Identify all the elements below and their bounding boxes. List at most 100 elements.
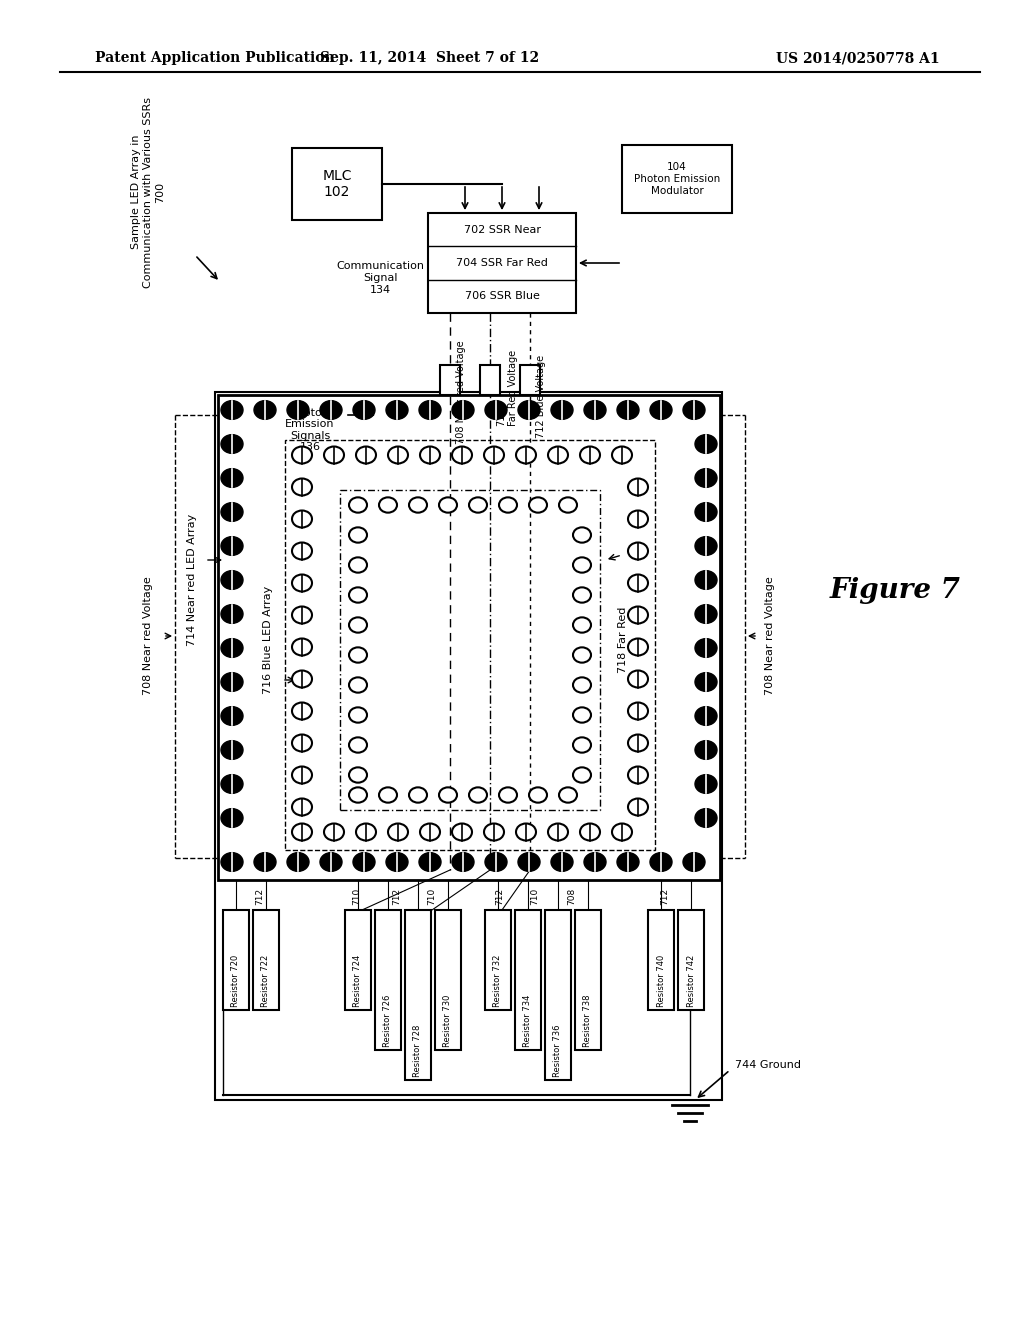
Bar (345, 909, 371, 1010)
Ellipse shape (292, 639, 312, 656)
Ellipse shape (292, 479, 312, 495)
Text: 708 Near red Voltage: 708 Near red Voltage (456, 341, 466, 444)
Bar (218, 395, 720, 880)
Ellipse shape (254, 853, 276, 871)
Ellipse shape (221, 570, 243, 589)
Ellipse shape (518, 401, 540, 420)
Ellipse shape (573, 647, 591, 663)
Ellipse shape (628, 734, 648, 751)
Bar (406, 909, 431, 1080)
Ellipse shape (292, 606, 312, 623)
Ellipse shape (650, 853, 672, 871)
Text: 710
Far Red Voltage: 710 Far Red Voltage (496, 350, 517, 426)
Ellipse shape (349, 767, 367, 783)
Ellipse shape (388, 824, 408, 841)
Ellipse shape (292, 799, 312, 816)
Ellipse shape (349, 618, 367, 632)
Ellipse shape (292, 446, 312, 463)
Ellipse shape (324, 446, 344, 463)
Text: 708 Near red Voltage: 708 Near red Voltage (765, 577, 775, 696)
Text: US 2014/0250778 A1: US 2014/0250778 A1 (776, 51, 940, 65)
Bar (340, 490, 600, 810)
Ellipse shape (516, 824, 536, 841)
Ellipse shape (221, 639, 243, 657)
Text: 704 SSR Far Red: 704 SSR Far Red (456, 257, 548, 268)
Ellipse shape (485, 853, 507, 871)
Ellipse shape (695, 605, 717, 623)
Ellipse shape (292, 511, 312, 528)
Ellipse shape (695, 809, 717, 828)
Ellipse shape (617, 853, 639, 871)
Text: 714 Near red LED Array: 714 Near red LED Array (187, 513, 197, 645)
Bar (575, 909, 601, 1049)
Ellipse shape (388, 446, 408, 463)
Ellipse shape (584, 401, 606, 420)
Ellipse shape (221, 537, 243, 556)
Ellipse shape (353, 853, 375, 871)
Text: Resistor 736: Resistor 736 (554, 1024, 562, 1077)
Ellipse shape (573, 528, 591, 543)
Ellipse shape (221, 673, 243, 692)
Ellipse shape (221, 605, 243, 623)
Ellipse shape (292, 543, 312, 560)
Ellipse shape (221, 775, 243, 793)
Ellipse shape (695, 706, 717, 726)
Ellipse shape (349, 708, 367, 722)
Ellipse shape (292, 702, 312, 719)
Ellipse shape (349, 677, 367, 693)
Ellipse shape (221, 469, 243, 487)
Ellipse shape (683, 401, 705, 420)
Ellipse shape (580, 824, 600, 841)
Ellipse shape (628, 799, 648, 816)
Text: Resistor 724: Resistor 724 (353, 954, 362, 1007)
Ellipse shape (254, 401, 276, 420)
Ellipse shape (452, 824, 472, 841)
Text: Resistor 726: Resistor 726 (384, 995, 392, 1047)
Ellipse shape (612, 824, 632, 841)
Ellipse shape (409, 498, 427, 512)
Bar (678, 909, 705, 1010)
Ellipse shape (628, 671, 648, 688)
Ellipse shape (469, 498, 487, 512)
Ellipse shape (628, 479, 648, 495)
Ellipse shape (349, 587, 367, 603)
Ellipse shape (484, 824, 504, 841)
Ellipse shape (379, 787, 397, 803)
Ellipse shape (319, 401, 342, 420)
Ellipse shape (695, 673, 717, 692)
Ellipse shape (221, 809, 243, 828)
Text: 712: 712 (256, 888, 264, 906)
Ellipse shape (628, 639, 648, 656)
Ellipse shape (580, 446, 600, 463)
Ellipse shape (349, 528, 367, 543)
Ellipse shape (420, 446, 440, 463)
Ellipse shape (499, 498, 517, 512)
Ellipse shape (628, 606, 648, 623)
Text: 712 Blue Voltage: 712 Blue Voltage (536, 355, 546, 438)
Ellipse shape (559, 787, 577, 803)
Ellipse shape (292, 671, 312, 688)
Ellipse shape (420, 824, 440, 841)
Text: 104
Photon Emission
Modulator: 104 Photon Emission Modulator (634, 162, 720, 195)
Ellipse shape (529, 787, 547, 803)
Ellipse shape (356, 824, 376, 841)
Text: 718 Far Red: 718 Far Red (618, 607, 628, 673)
Ellipse shape (292, 734, 312, 751)
Ellipse shape (573, 618, 591, 632)
Bar (622, 145, 732, 213)
Ellipse shape (287, 401, 309, 420)
Text: 744 Ground: 744 Ground (735, 1060, 801, 1071)
Text: 712: 712 (660, 888, 670, 906)
Bar (428, 213, 575, 313)
Ellipse shape (419, 401, 441, 420)
Ellipse shape (695, 434, 717, 453)
Ellipse shape (221, 401, 243, 420)
Ellipse shape (559, 498, 577, 512)
Text: 710: 710 (530, 888, 540, 906)
Ellipse shape (349, 498, 367, 512)
Text: Resistor 730: Resistor 730 (443, 995, 453, 1047)
Text: Resistor 734: Resistor 734 (523, 995, 532, 1047)
Text: Sample LED Array in
Communication with Various SSRs
700: Sample LED Array in Communication with V… (131, 96, 165, 288)
Ellipse shape (485, 401, 507, 420)
Text: Resistor 728: Resistor 728 (414, 1024, 423, 1077)
